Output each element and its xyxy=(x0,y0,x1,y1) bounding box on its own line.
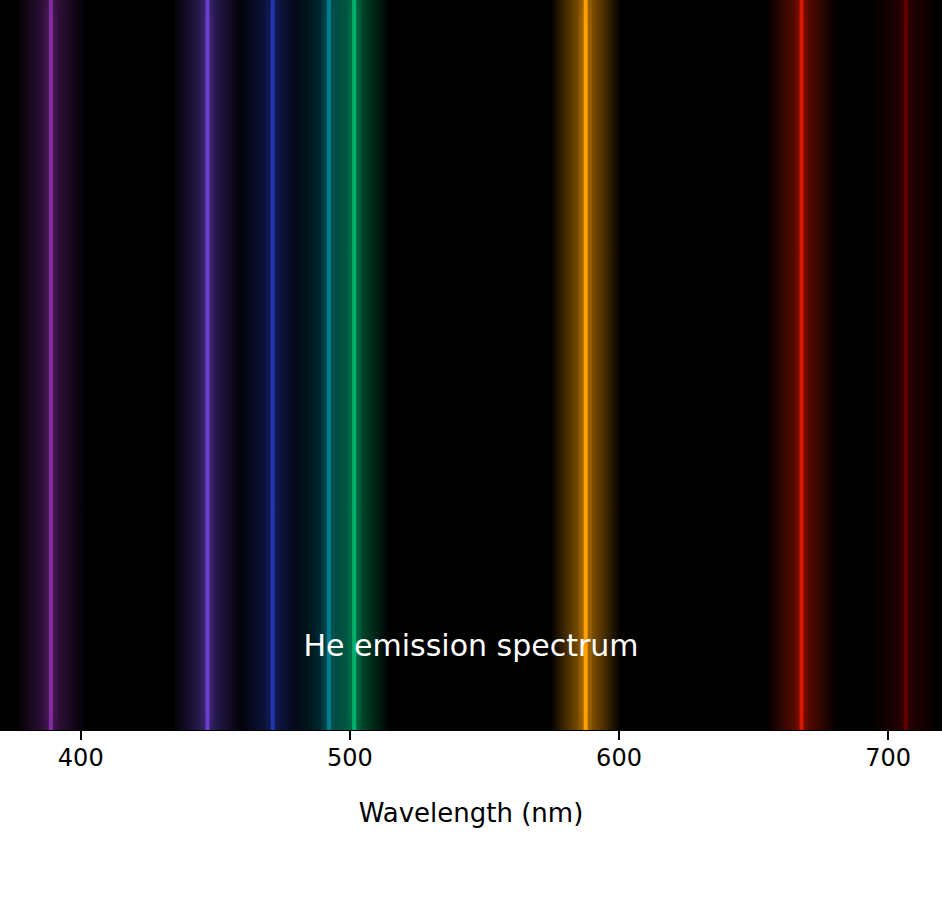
svg-text:400: 400 xyxy=(58,744,104,772)
svg-text:600: 600 xyxy=(596,744,642,772)
svg-text:He emission spectrum: He emission spectrum xyxy=(303,628,638,663)
svg-text:500: 500 xyxy=(327,744,373,772)
svg-text:700: 700 xyxy=(865,744,911,772)
svg-text:Wavelength (nm): Wavelength (nm) xyxy=(359,798,584,828)
